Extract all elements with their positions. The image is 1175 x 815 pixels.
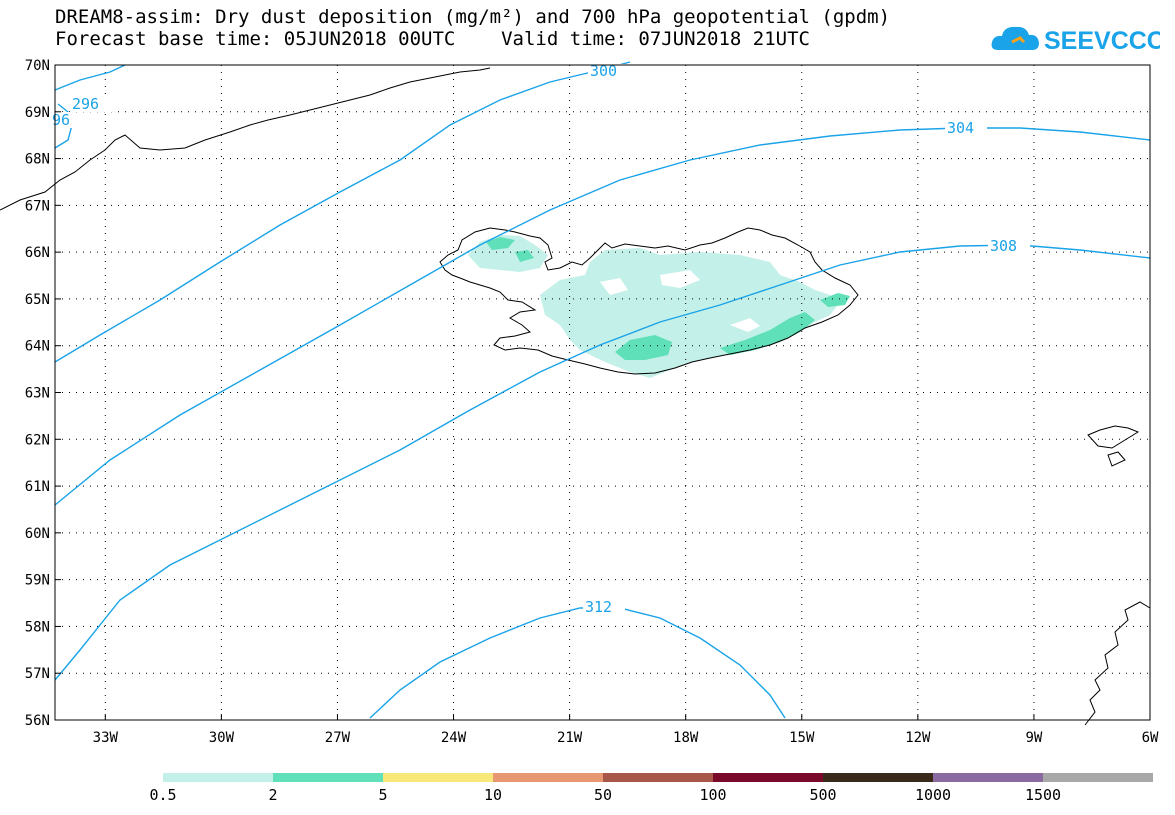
lat-label: 56N [25, 713, 50, 729]
legend-swatch [163, 773, 273, 782]
legend-label: 1000 [915, 786, 951, 804]
lon-label: 6W [1142, 730, 1159, 746]
lat-label: 67N [25, 198, 50, 214]
norway-coast [1084, 601, 1151, 726]
legend-label: 500 [809, 786, 836, 804]
legend-label: 50 [594, 786, 612, 804]
legend-swatch [1043, 773, 1153, 782]
dust-area-mid [615, 335, 672, 360]
legend-label: 0.5 [149, 786, 176, 804]
coastlines [0, 67, 1151, 726]
dust-area-mid [820, 293, 850, 307]
contour-label: 96 [52, 111, 70, 129]
legend-swatch [933, 773, 1043, 782]
greenland-coast [0, 67, 491, 211]
legend-swatch [493, 773, 603, 782]
latitude-labels: 70N 69N 68N 67N 66N 65N 64N 63N 62N 61N 60N 59N 58N 5… [25, 58, 50, 729]
logo-text: SEEVCCC [1044, 27, 1160, 55]
lat-label: 65N [25, 292, 50, 308]
lon-label: 15W [789, 730, 815, 746]
legend-label: 2 [268, 786, 277, 804]
lon-label: 24W [441, 730, 467, 746]
lat-label: 61N [25, 479, 50, 495]
lon-label: 33W [93, 730, 119, 746]
lat-label: 57N [25, 666, 50, 682]
contour-296 [54, 64, 126, 91]
legend-swatch [383, 773, 493, 782]
legend-swatch [713, 773, 823, 782]
lat-label: 66N [25, 245, 50, 261]
iceland-coast [439, 227, 859, 375]
contour-label-group: 296 96 300 304 308 312 [51, 62, 1030, 616]
contour-label: 312 [585, 598, 612, 616]
legend-swatch [603, 773, 713, 782]
lat-label: 69N [25, 105, 50, 121]
lon-label: 9W [1025, 730, 1042, 746]
lon-label: 18W [673, 730, 699, 746]
legend-label: 10 [484, 786, 502, 804]
contour-300 [54, 61, 631, 363]
lat-label: 63N [25, 386, 50, 402]
faroe-coast [1107, 451, 1126, 467]
color-legend: 0.5 2 5 10 50 100 500 1000 1500 [149, 773, 1153, 804]
lon-label: 27W [325, 730, 351, 746]
legend-label: 1500 [1025, 786, 1061, 804]
dust-area-gap [730, 318, 760, 332]
graticule [55, 65, 1150, 720]
map-title: DREAM8-assim: Dry dust deposition (mg/m²… [55, 6, 891, 28]
lat-label: 58N [25, 619, 50, 635]
lat-label: 68N [25, 152, 50, 168]
contour-label: 304 [947, 119, 974, 137]
lat-label: 60N [25, 526, 50, 542]
dust-deposition-shading [468, 235, 850, 378]
contour-label: 300 [590, 62, 617, 80]
lon-label: 21W [557, 730, 583, 746]
contour-label: 296 [72, 95, 99, 113]
cloud-icon [991, 26, 1039, 50]
contour-312 [369, 607, 786, 719]
contour-label: 308 [990, 237, 1017, 255]
map-subtitle: Forecast base time: 05JUN2018 00UTC Vali… [55, 28, 810, 50]
lat-label: 70N [25, 58, 50, 74]
legend-label: 5 [378, 786, 387, 804]
dust-area-gap [660, 270, 700, 288]
faroe-coast [1087, 425, 1140, 449]
dust-area-gap [600, 278, 628, 295]
dust-area-mid [515, 250, 534, 262]
axis-ticks [55, 64, 1151, 721]
geopotential-contours [54, 61, 1151, 719]
longitude-labels: 33W 30W 27W 24W 21W 18W 15W 12W 9W 6W [93, 730, 1159, 746]
dust-area-mid [720, 312, 815, 355]
legend-label: 100 [699, 786, 726, 804]
lat-label: 62N [25, 432, 50, 448]
dust-area-mid [486, 237, 515, 250]
lon-label: 30W [209, 730, 235, 746]
lon-label: 12W [905, 730, 931, 746]
legend-swatch [273, 773, 383, 782]
seevccc-logo: SEEVCCC [991, 26, 1160, 55]
contour-308 [54, 244, 1151, 681]
lat-label: 59N [25, 573, 50, 589]
legend-swatch [823, 773, 933, 782]
lat-label: 64N [25, 339, 50, 355]
